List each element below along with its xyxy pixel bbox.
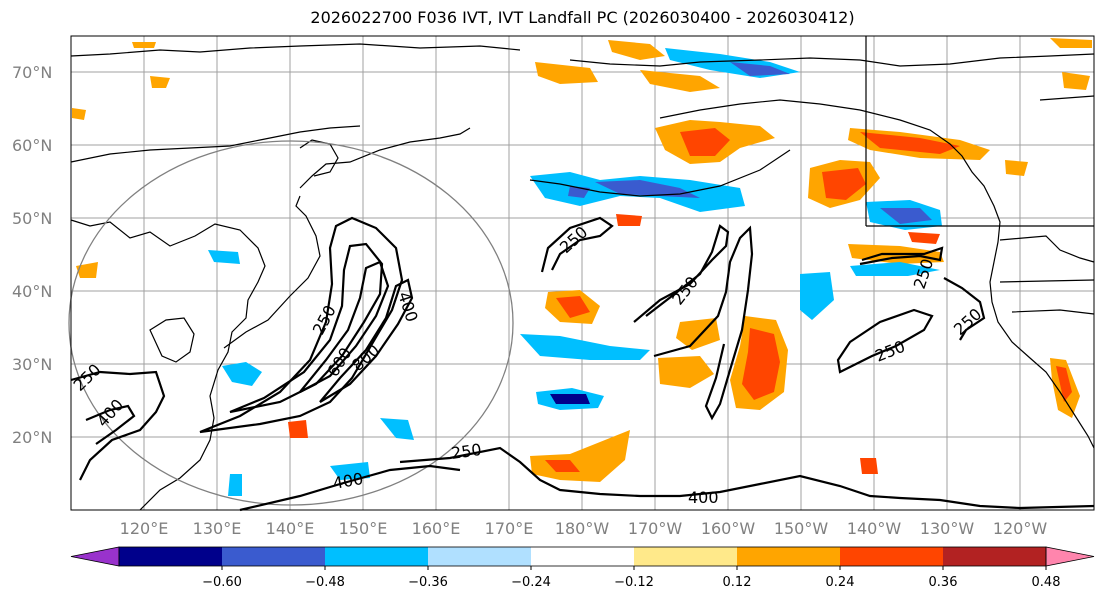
lon-label: 160°E bbox=[412, 519, 461, 538]
pc-patch-positive bbox=[150, 76, 170, 88]
pc-patch-negative bbox=[850, 262, 940, 276]
pc-patch-positive bbox=[680, 128, 730, 156]
colorbar-segment bbox=[531, 547, 635, 566]
lat-label-70n: 70°N bbox=[12, 63, 52, 82]
lon-label: 130°E bbox=[193, 519, 242, 538]
colorbar-tick-label: −0.12 bbox=[614, 575, 654, 590]
lat-label-60n: 60°N bbox=[12, 136, 52, 155]
contour-label: 400 bbox=[688, 488, 719, 507]
lat-label-20n: 20°N bbox=[12, 428, 52, 447]
pc-patch-positive bbox=[72, 108, 86, 120]
pc-patch-negative bbox=[330, 462, 370, 480]
lon-label: 170°W bbox=[628, 519, 683, 538]
pc-patch-positive bbox=[608, 40, 665, 60]
colorbar-segment bbox=[119, 547, 223, 566]
lon-label: 140°E bbox=[266, 519, 315, 538]
lat-label-40n: 40°N bbox=[12, 282, 52, 301]
pc-patch-positive bbox=[1056, 366, 1072, 402]
pc-patch-negative bbox=[550, 394, 590, 404]
colorbar-segment bbox=[222, 547, 326, 566]
pc-patch-negative bbox=[222, 362, 262, 386]
contour-label: 250 bbox=[450, 440, 483, 463]
pc-fill-patches bbox=[72, 38, 1092, 496]
colorbar-outline bbox=[118, 546, 1047, 567]
colorbar-tick-label: −0.24 bbox=[511, 575, 551, 590]
pc-patch-positive bbox=[132, 42, 156, 48]
pc-patch-positive bbox=[822, 168, 866, 200]
pc-patch-negative bbox=[800, 272, 834, 320]
pc-patch-positive bbox=[640, 70, 720, 92]
coastlines bbox=[70, 36, 1095, 511]
colorbar-tick-label: 0.12 bbox=[723, 575, 752, 590]
colorbar-tick-label: −0.36 bbox=[408, 575, 448, 590]
pc-patch-positive bbox=[288, 420, 308, 438]
pc-patch-positive bbox=[616, 214, 642, 226]
pc-patch-positive bbox=[860, 458, 878, 474]
pc-patch-negative bbox=[595, 180, 700, 198]
ivt-contours bbox=[70, 216, 1095, 512]
lon-label: 120°W bbox=[993, 519, 1048, 538]
colorbar-tick-label: 0.36 bbox=[929, 575, 958, 590]
colorbar-segment bbox=[634, 547, 738, 566]
colorbar-tick-label: −0.60 bbox=[202, 575, 242, 590]
longitude-labels: 120°E 130°E 140°E 150°E 160°E 170°E 180°… bbox=[120, 519, 1048, 538]
pc-patch-negative bbox=[228, 474, 242, 496]
pc-patch-negative bbox=[380, 418, 414, 440]
lat-label-30n: 30°N bbox=[12, 355, 52, 374]
pc-patch-positive bbox=[535, 62, 598, 84]
lon-label: 150°E bbox=[339, 519, 388, 538]
colorbar-tick-label: 0.24 bbox=[826, 575, 855, 590]
pc-patch-positive bbox=[1005, 160, 1028, 176]
colorbar-segment bbox=[325, 547, 429, 566]
colorbar-extend-high bbox=[1045, 546, 1095, 567]
latitude-labels: 70°N 60°N 50°N 40°N 30°N 20°N bbox=[12, 63, 52, 447]
lon-label: 120°E bbox=[120, 519, 169, 538]
colorbar-tick-label: 0.48 bbox=[1032, 575, 1061, 590]
lon-label: 150°W bbox=[774, 519, 829, 538]
pc-patch-positive bbox=[1062, 72, 1090, 90]
pc-patch-positive bbox=[860, 132, 960, 154]
pc-patch-negative bbox=[730, 62, 790, 76]
pc-patch-positive bbox=[908, 232, 940, 244]
pc-patch-negative bbox=[208, 250, 240, 264]
map-frame bbox=[70, 35, 1095, 511]
map-title: 2026022700 F036 IVT, IVT Landfall PC (20… bbox=[310, 8, 855, 27]
colorbar-segment bbox=[943, 547, 1047, 566]
lon-label: 140°W bbox=[847, 519, 902, 538]
lat-label-50n: 50°N bbox=[12, 209, 52, 228]
colorbar-segment bbox=[840, 547, 944, 566]
lon-label: 160°W bbox=[701, 519, 756, 538]
pc-patch-positive bbox=[545, 460, 580, 472]
pc-patch-positive bbox=[556, 296, 590, 318]
lon-label: 130°W bbox=[920, 519, 975, 538]
colorbar-segment bbox=[737, 547, 841, 566]
colorbar-segment bbox=[428, 547, 532, 566]
pc-patch-positive bbox=[1050, 38, 1092, 48]
lon-label: 170°E bbox=[485, 519, 534, 538]
pc-patch-negative bbox=[880, 208, 932, 224]
pc-patch-negative bbox=[520, 334, 650, 360]
pc-patch-positive bbox=[658, 356, 714, 388]
domain-circle bbox=[68, 140, 514, 506]
pc-patch-positive bbox=[76, 262, 98, 278]
colorbar bbox=[70, 546, 1095, 567]
pc-patch-positive bbox=[742, 328, 780, 400]
colorbar-tick-label: −0.48 bbox=[305, 575, 345, 590]
colorbar-extend-low bbox=[70, 546, 120, 567]
lon-label: 180°W bbox=[555, 519, 610, 538]
colorbar-ticks: −0.60 −0.48 −0.36 −0.24 −0.12 0.12 0.24 0.36 0.4… bbox=[202, 566, 1061, 590]
